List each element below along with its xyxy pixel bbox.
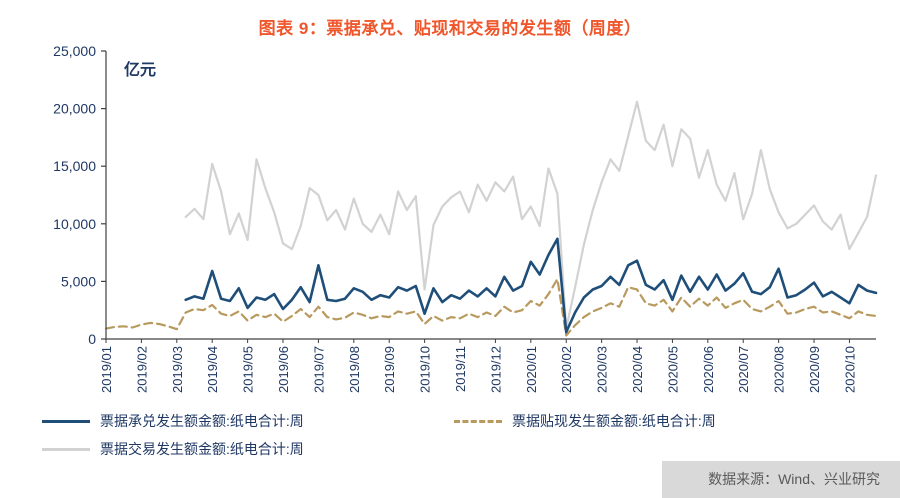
line-chart-canvas: 0 5,000 10,000 15,000 20,000 25,000 2019/01 201… [53,43,878,393]
svg-text:15,000: 15,000 [53,158,96,174]
svg-text:2019/02: 2019/02 [134,346,149,393]
svg-text:25,000: 25,000 [53,43,96,59]
legend-item-trading: 票据交易发生额金额:纸电合计:周 [42,437,454,461]
svg-text:2020/02: 2020/02 [559,346,574,393]
legend-line-discount-icon [454,419,502,423]
svg-text:0: 0 [88,331,96,347]
svg-text:2019/05: 2019/05 [241,346,256,393]
svg-text:2019/04: 2019/04 [205,346,220,393]
svg-text:2019/08: 2019/08 [347,346,362,393]
svg-text:2020/09: 2020/09 [807,346,822,393]
svg-text:2019/03: 2019/03 [170,346,185,393]
chart-title: 图表 9：票据承兑、贴现和交易的发生额（周度） [258,19,642,38]
svg-text:2020/10: 2020/10 [842,346,857,393]
legend-label-acceptance: 票据承兑发生额金额:纸电合计:周 [100,413,304,429]
svg-text:亿元: 亿元 [124,60,156,79]
svg-text:2020/06: 2020/06 [701,346,716,393]
svg-text:2019/11: 2019/11 [453,346,468,392]
svg-text:2019/07: 2019/07 [311,346,326,393]
legend: 票据承兑发生额金额:纸电合计:周 票据贴现发生额金额:纸电合计:周 票据交易发生… [42,409,900,461]
svg-text:2019/01: 2019/01 [99,346,114,393]
svg-text:2020/07: 2020/07 [736,346,751,393]
legend-item-acceptance: 票据承兑发生额金额:纸电合计:周 [42,409,454,433]
legend-label-discount: 票据贴现发生额金额:纸电合计:周 [512,413,716,429]
svg-text:2019/12: 2019/12 [488,346,503,393]
source-note: 数据来源：Wind、兴业研究 [662,461,900,498]
svg-text:2020/04: 2020/04 [630,346,645,393]
svg-text:5,000: 5,000 [61,273,96,289]
svg-text:2019/06: 2019/06 [276,346,291,393]
svg-text:2020/03: 2020/03 [595,346,610,393]
svg-text:2020/08: 2020/08 [772,346,787,393]
legend-line-acceptance-icon [42,419,90,423]
legend-item-discount: 票据贴现发生额金额:纸电合计:周 [454,409,866,433]
svg-text:10,000: 10,000 [53,216,96,232]
legend-line-trading-icon [42,447,90,451]
svg-text:2019/10: 2019/10 [418,346,433,393]
svg-text:2020/05: 2020/05 [665,346,680,393]
svg-text:2019/09: 2019/09 [382,346,397,393]
svg-text:2020/01: 2020/01 [524,346,539,393]
svg-text:20,000: 20,000 [53,101,96,117]
legend-label-trading: 票据交易发生额金额:纸电合计:周 [100,441,304,457]
